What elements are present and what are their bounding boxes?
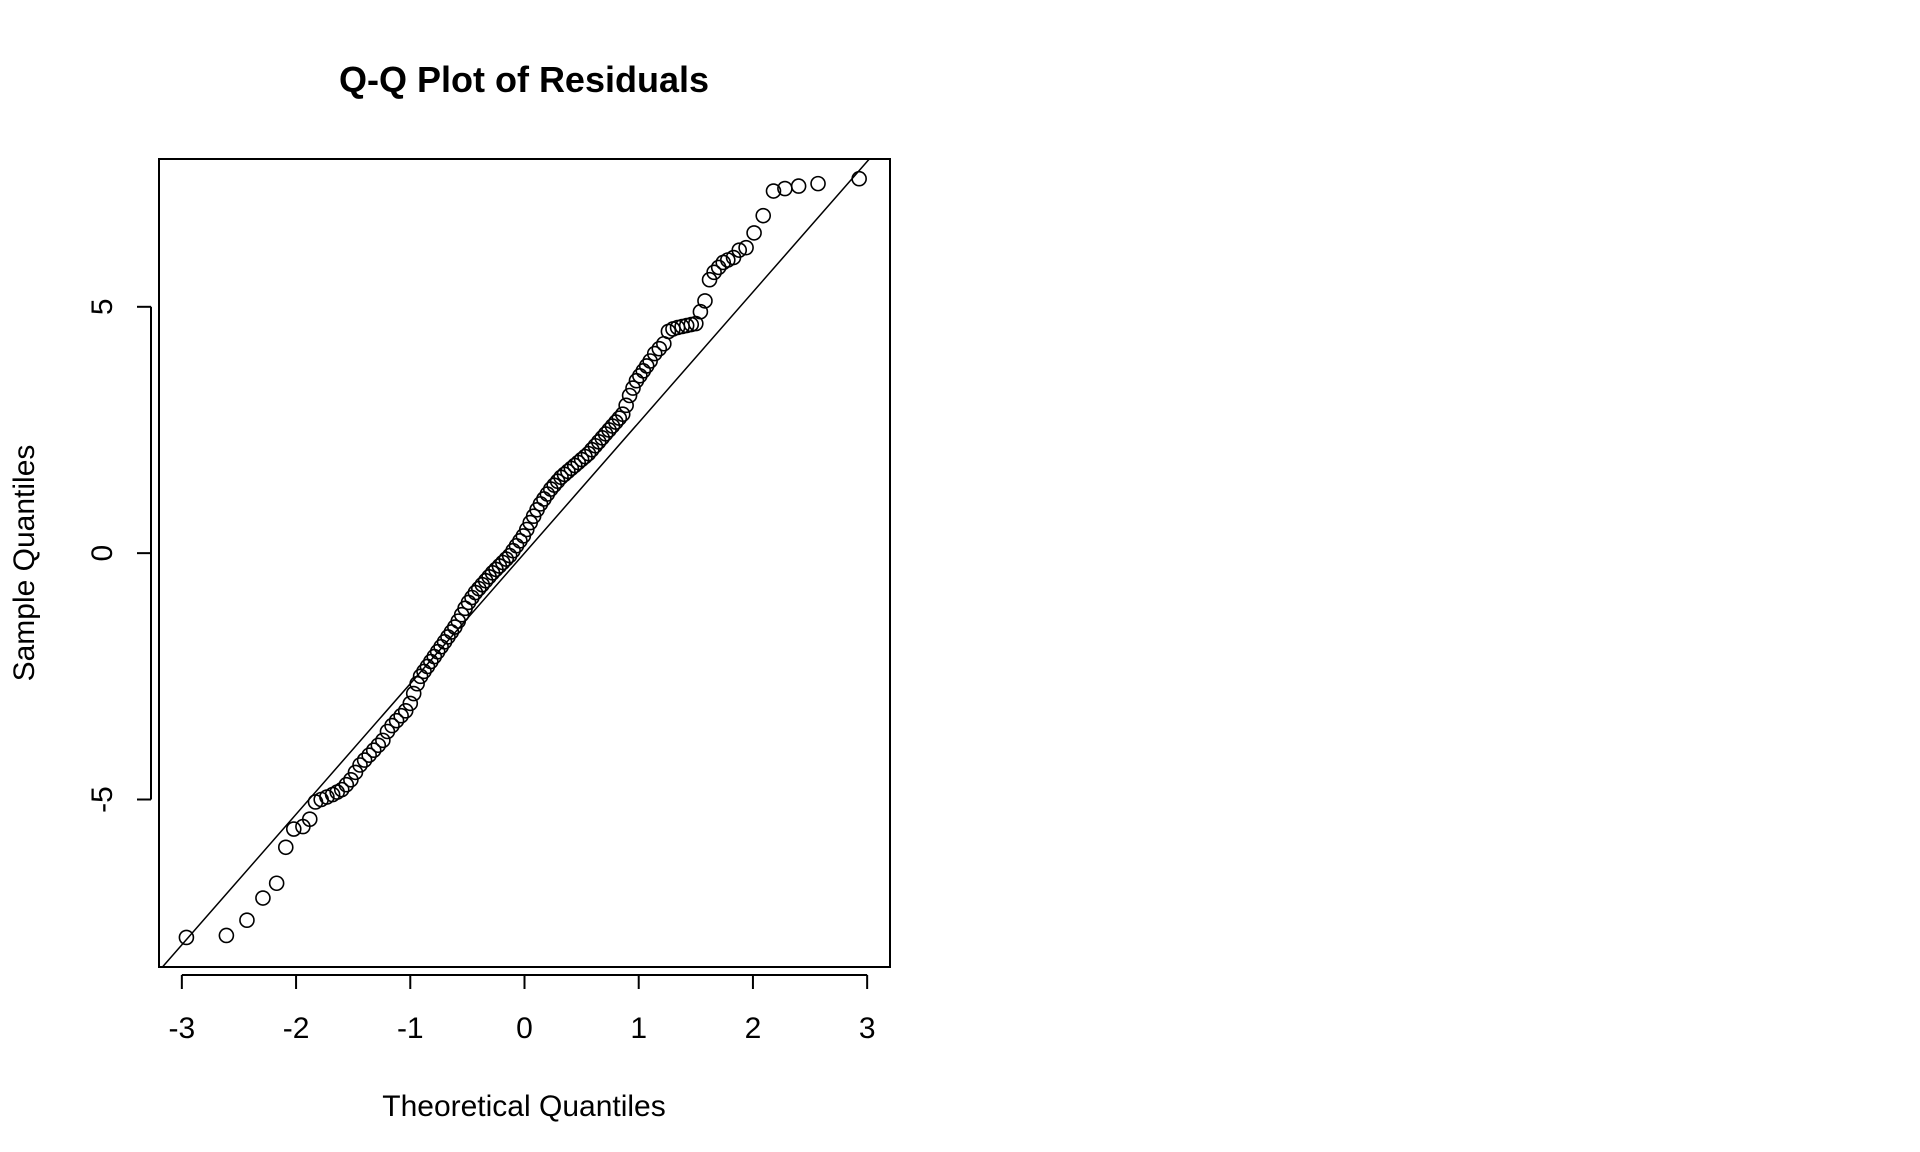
data-point	[638, 358, 655, 374]
x-tick-label: 0	[516, 1012, 533, 1045]
data-point	[614, 406, 631, 423]
data-point	[851, 170, 867, 187]
x-tick-label: -1	[397, 1012, 424, 1045]
data-point	[611, 410, 628, 426]
data-point	[370, 737, 387, 754]
data-point	[810, 175, 826, 192]
x-tick-label: 2	[745, 1012, 762, 1045]
data-point	[338, 776, 355, 793]
data-point	[416, 663, 432, 680]
data-point	[423, 653, 439, 670]
data-point	[706, 264, 722, 281]
data-point	[539, 486, 556, 502]
data-point	[419, 658, 436, 675]
data-point	[646, 345, 663, 362]
data-point	[738, 239, 754, 256]
data-point	[433, 638, 449, 655]
data-point	[765, 183, 782, 199]
x-axis-label: Theoretical Quantiles	[382, 1090, 665, 1123]
data-point	[621, 387, 638, 404]
data-point	[755, 207, 772, 224]
y-axis: -5 0 5	[86, 298, 152, 813]
data-point	[440, 629, 456, 645]
y-axis-label: Sample Quantiles	[8, 445, 41, 682]
data-point	[790, 178, 807, 194]
data-point	[277, 839, 294, 856]
data-point	[405, 685, 422, 702]
data-point	[402, 695, 419, 712]
data-point	[536, 491, 552, 507]
reference-line	[161, 158, 870, 968]
data-point	[239, 912, 255, 928]
data-point	[409, 675, 425, 692]
data-point	[393, 707, 409, 724]
data-point	[285, 821, 302, 837]
reference-line-group	[161, 158, 870, 968]
data-point	[384, 717, 400, 734]
data-point	[464, 589, 480, 606]
x-tick-label: 3	[859, 1012, 876, 1045]
data-point	[268, 875, 285, 892]
chart-title: Q-Q Plot of Residuals	[339, 59, 709, 100]
data-point	[746, 225, 762, 241]
data-point	[375, 732, 391, 749]
data-point	[512, 533, 528, 549]
data-point	[618, 397, 634, 414]
y-tick-label: 5	[86, 298, 119, 315]
data-point	[651, 340, 668, 357]
data-point	[632, 367, 648, 384]
data-point	[436, 634, 453, 650]
x-tick-label: 1	[630, 1012, 647, 1045]
x-tick-label: -3	[169, 1012, 196, 1045]
data-point	[508, 537, 525, 554]
data-point	[356, 752, 373, 768]
data-point	[301, 811, 318, 827]
data-point	[218, 927, 235, 944]
data-point	[352, 757, 368, 773]
data-point	[692, 303, 709, 320]
plot-frame	[158, 158, 891, 968]
data-point	[255, 890, 271, 906]
data-point	[361, 747, 377, 763]
data-point	[625, 380, 641, 396]
data-point	[178, 929, 195, 946]
x-tick-label: -2	[283, 1012, 310, 1045]
data-point	[731, 242, 748, 258]
data-point	[365, 742, 382, 759]
data-point	[443, 624, 460, 640]
data-point	[635, 363, 652, 379]
y-tick-label: 0	[86, 545, 119, 562]
points-group	[178, 170, 867, 946]
data-point	[333, 781, 350, 798]
x-axis: -3 -2 -1 0 1 2 3	[169, 974, 876, 1045]
data-point	[388, 712, 405, 729]
y-tick-label: -5	[86, 786, 119, 813]
data-point	[697, 293, 713, 309]
